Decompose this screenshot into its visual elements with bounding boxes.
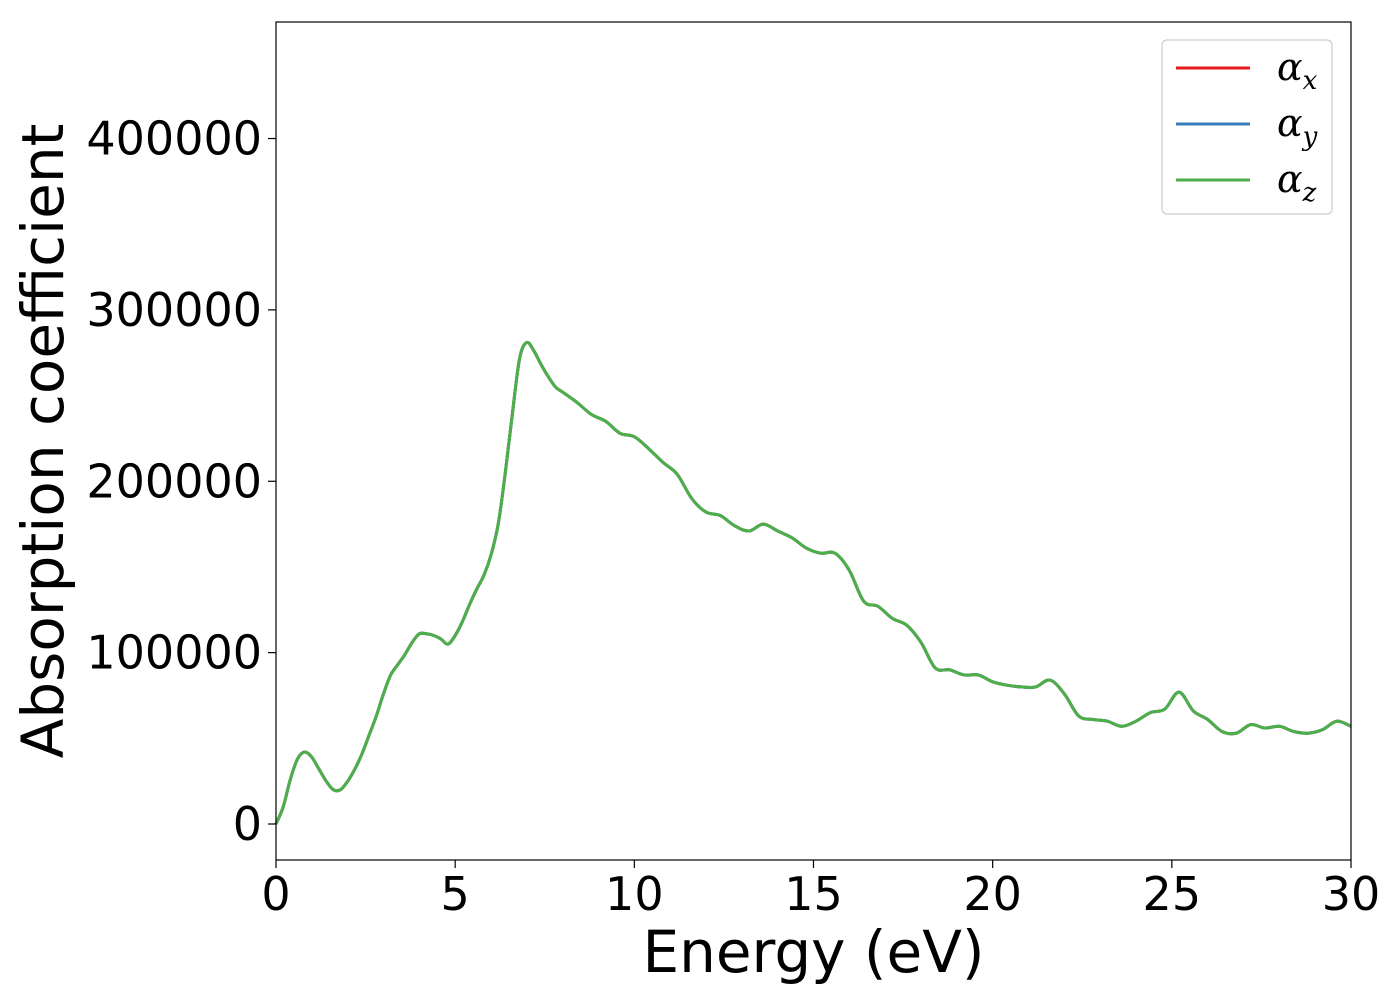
y-tick-label: 0	[233, 797, 262, 851]
x-tick-label: 10	[605, 867, 664, 921]
series-line-alpha-z	[274, 340, 1352, 825]
y-tick-label: 300000	[86, 283, 262, 337]
y-axis-label: Absorption coefficient	[9, 124, 77, 759]
y-axis-ticks: 0 100000 200000 300000 400000	[86, 112, 276, 851]
y-tick-label: 400000	[86, 112, 262, 166]
legend-entry: αx	[1277, 45, 1318, 96]
series-layer	[274, 340, 1352, 825]
x-axis-ticks: 0 5 10 15 20 25 30	[261, 860, 1380, 921]
y-tick-label: 200000	[86, 454, 262, 508]
legend-entry: αz	[1277, 157, 1317, 208]
x-tick-label: 15	[784, 867, 843, 921]
x-tick-label: 30	[1322, 867, 1381, 921]
y-tick-label: 100000	[86, 626, 262, 680]
x-tick-label: 5	[441, 867, 470, 921]
x-tick-label: 25	[1143, 867, 1202, 921]
legend-frame	[1161, 39, 1333, 215]
x-tick-label: 20	[963, 867, 1022, 921]
x-axis-label: Energy (eV)	[642, 918, 984, 986]
x-tick-label: 0	[261, 867, 290, 921]
legend-entry: αy	[1277, 101, 1318, 152]
